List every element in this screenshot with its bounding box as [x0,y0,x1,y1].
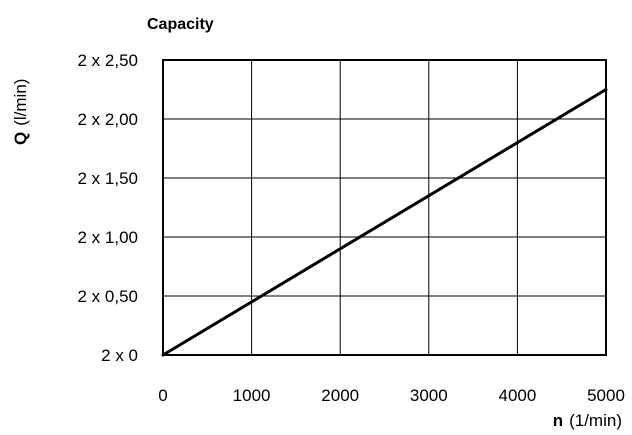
y-tick-label: 2 x 1,50 [78,169,139,188]
x-tick-label: 1000 [233,386,271,405]
y-axis-title: Q (l/min) [11,79,30,145]
x-axis-symbol: n [553,411,563,430]
x-axis-title: n (1/min) [553,411,622,430]
x-tick-label: 4000 [498,386,536,405]
y-tick-label: 2 x 0 [101,346,138,365]
y-axis-unit: (l/min) [11,79,30,126]
capacity-line [161,88,608,357]
grid [163,60,606,355]
y-tick-label: 2 x 1,00 [78,228,139,247]
plot-frame [162,59,607,356]
y-tick-label: 2 x 0,50 [78,287,139,306]
chart-title: Capacity [147,16,214,33]
y-tick-label: 2 x 2,00 [78,110,139,129]
y-tick-labels: 2 x 0 2 x 0,50 2 x 1,00 2 x 1,50 2 x 2,00 2 x… [78,51,139,365]
x-axis-unit: (1/min) [569,411,622,430]
y-axis-symbol: Q [11,132,30,145]
x-tick-label: 0 [158,386,167,405]
series-layer [161,88,608,357]
x-tick-label: 2000 [321,386,359,405]
x-tick-labels: 0 1000 2000 3000 4000 5000 [158,386,625,405]
y-tick-label: 2 x 2,50 [78,51,139,70]
x-tick-label: 3000 [410,386,448,405]
x-tick-label: 5000 [587,386,625,405]
